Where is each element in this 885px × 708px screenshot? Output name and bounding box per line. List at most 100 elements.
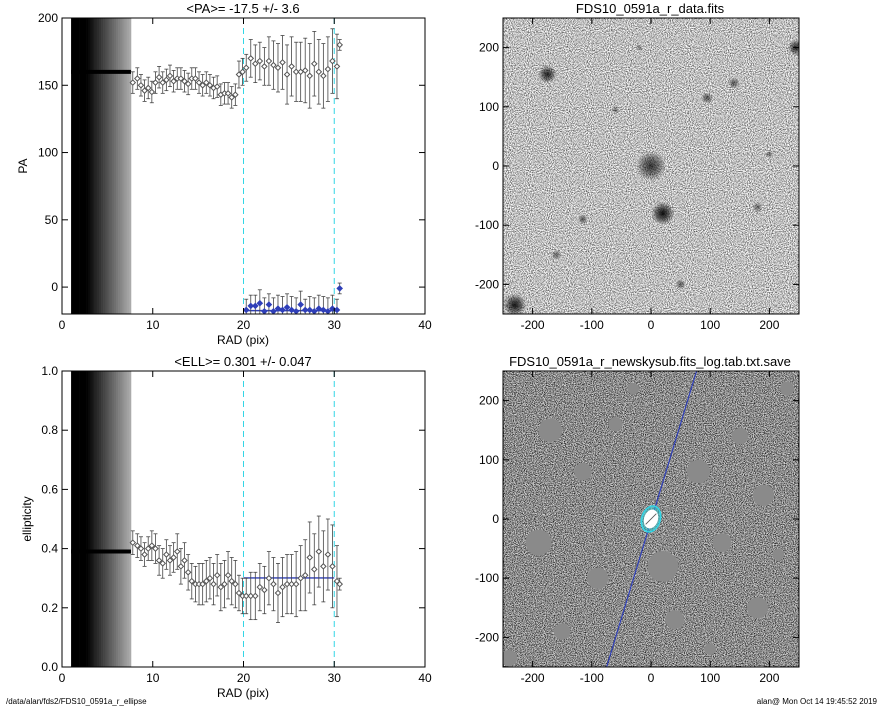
data-point xyxy=(206,81,214,89)
data-point xyxy=(235,71,243,78)
core-band-strip xyxy=(90,18,93,314)
y-tick-label: -200 xyxy=(475,630,499,644)
source-blob xyxy=(503,293,527,314)
core-band-strip xyxy=(118,18,121,314)
data-point xyxy=(292,68,300,76)
data-point xyxy=(274,589,282,597)
core-band-strip xyxy=(109,18,113,314)
source-blob xyxy=(765,150,774,159)
core-band-strip xyxy=(73,18,76,314)
data-point xyxy=(195,79,203,86)
data-point xyxy=(265,301,273,308)
core-band-strip xyxy=(73,371,76,667)
data-point xyxy=(310,566,318,573)
ell-ylabel: ellipticity xyxy=(20,496,34,541)
data-point xyxy=(170,77,177,85)
core-band-strip xyxy=(71,18,74,314)
data-point xyxy=(270,580,277,588)
data-point xyxy=(129,539,137,546)
data-point xyxy=(184,80,192,88)
x-tick-label: -100 xyxy=(580,318,604,332)
footer-timestamp: alan@ Mon Oct 14 19:45:52 2019 xyxy=(756,697,877,706)
core-band-strip xyxy=(107,371,110,667)
core-band-strip xyxy=(94,18,98,314)
masked-region xyxy=(712,533,732,553)
data-point xyxy=(306,306,314,314)
model-image-frame xyxy=(502,370,800,668)
data-point xyxy=(235,589,243,597)
data-point xyxy=(288,580,295,588)
data-point xyxy=(210,580,217,588)
y-tick-label: 0 xyxy=(492,512,499,526)
masked-region xyxy=(627,382,640,395)
data-point xyxy=(192,75,199,82)
data-point xyxy=(129,79,137,86)
core-band-strip xyxy=(103,371,106,667)
masked-region xyxy=(746,597,769,619)
data-point xyxy=(177,563,185,570)
data-point xyxy=(166,72,174,80)
data-point xyxy=(247,55,255,62)
core-band-strip xyxy=(88,371,91,667)
data-point xyxy=(279,59,286,66)
source-blob xyxy=(728,77,740,89)
ell-frame xyxy=(61,370,426,668)
masked-region xyxy=(525,529,552,556)
data-point xyxy=(155,73,163,81)
data-point xyxy=(261,63,268,70)
pa-plot-area: 0 10 20 30 40 0 50 100 150 200 xyxy=(38,11,432,332)
y-tick-label: 0.6 xyxy=(41,482,58,496)
core-band-strip xyxy=(90,371,93,667)
data-point xyxy=(242,64,250,72)
data-point xyxy=(256,299,264,307)
data-point xyxy=(224,90,232,97)
x-tick-label: 40 xyxy=(418,671,432,685)
data-point xyxy=(134,542,141,549)
y-tick-label: 0 xyxy=(51,280,58,294)
data-point xyxy=(324,551,332,558)
y-tick-label: 100 xyxy=(479,453,499,467)
data-image-title: FDS10_0591a_r_data.fits xyxy=(576,1,725,16)
x-tick-label: 0 xyxy=(648,671,655,685)
data-point xyxy=(141,551,148,558)
data-point xyxy=(270,61,277,69)
core-band-strip xyxy=(77,18,80,314)
data-point xyxy=(141,87,148,94)
core-band-strip xyxy=(128,18,132,314)
model-image-panel: FDS10_0591a_r_newskysub.fits_log.tab.txt… xyxy=(475,354,800,685)
data-point xyxy=(251,592,259,600)
masked-region xyxy=(647,550,679,582)
data-point xyxy=(181,77,188,85)
core-band-strip xyxy=(92,18,95,314)
data-point xyxy=(144,84,152,92)
source-blob xyxy=(752,202,763,213)
data-point xyxy=(283,580,291,588)
y-tick-label: 200 xyxy=(479,394,499,408)
x-tick-label: -100 xyxy=(580,671,604,685)
core-band-strip xyxy=(83,18,87,314)
data-point xyxy=(232,91,239,98)
core-band-strip xyxy=(107,18,110,314)
core-band-strip xyxy=(120,18,123,314)
core-band-strip xyxy=(98,371,102,667)
data-point xyxy=(148,542,156,549)
source-blob xyxy=(538,65,557,84)
y-tick-label: 0.2 xyxy=(41,601,58,615)
x-tick-label: 100 xyxy=(700,318,720,332)
data-image-panel: FDS10_0591a_r_data.fits -200 -100 0 100 200-… xyxy=(475,1,800,332)
core-band-strip xyxy=(105,18,108,314)
data-point xyxy=(159,79,167,86)
core-band-strip xyxy=(103,18,106,314)
core-band-strip xyxy=(98,18,102,314)
source-blob xyxy=(611,105,620,114)
data-point xyxy=(148,88,156,96)
data-image-area: -200 -100 0 100 200 -200 -100 0 100 200 xyxy=(475,18,799,332)
data-point xyxy=(134,75,141,82)
core-band-strip xyxy=(124,18,127,314)
y-tick-label: 50 xyxy=(45,213,59,227)
x-tick-label: 0 xyxy=(648,318,655,332)
data-point xyxy=(324,65,332,73)
core-band-strip xyxy=(126,371,130,667)
pa-panel: <PA>= -17.5 +/- 3.6 0 10 20 30 40 0 50 100 150 20… xyxy=(16,1,432,347)
core-band-strip xyxy=(79,18,83,314)
